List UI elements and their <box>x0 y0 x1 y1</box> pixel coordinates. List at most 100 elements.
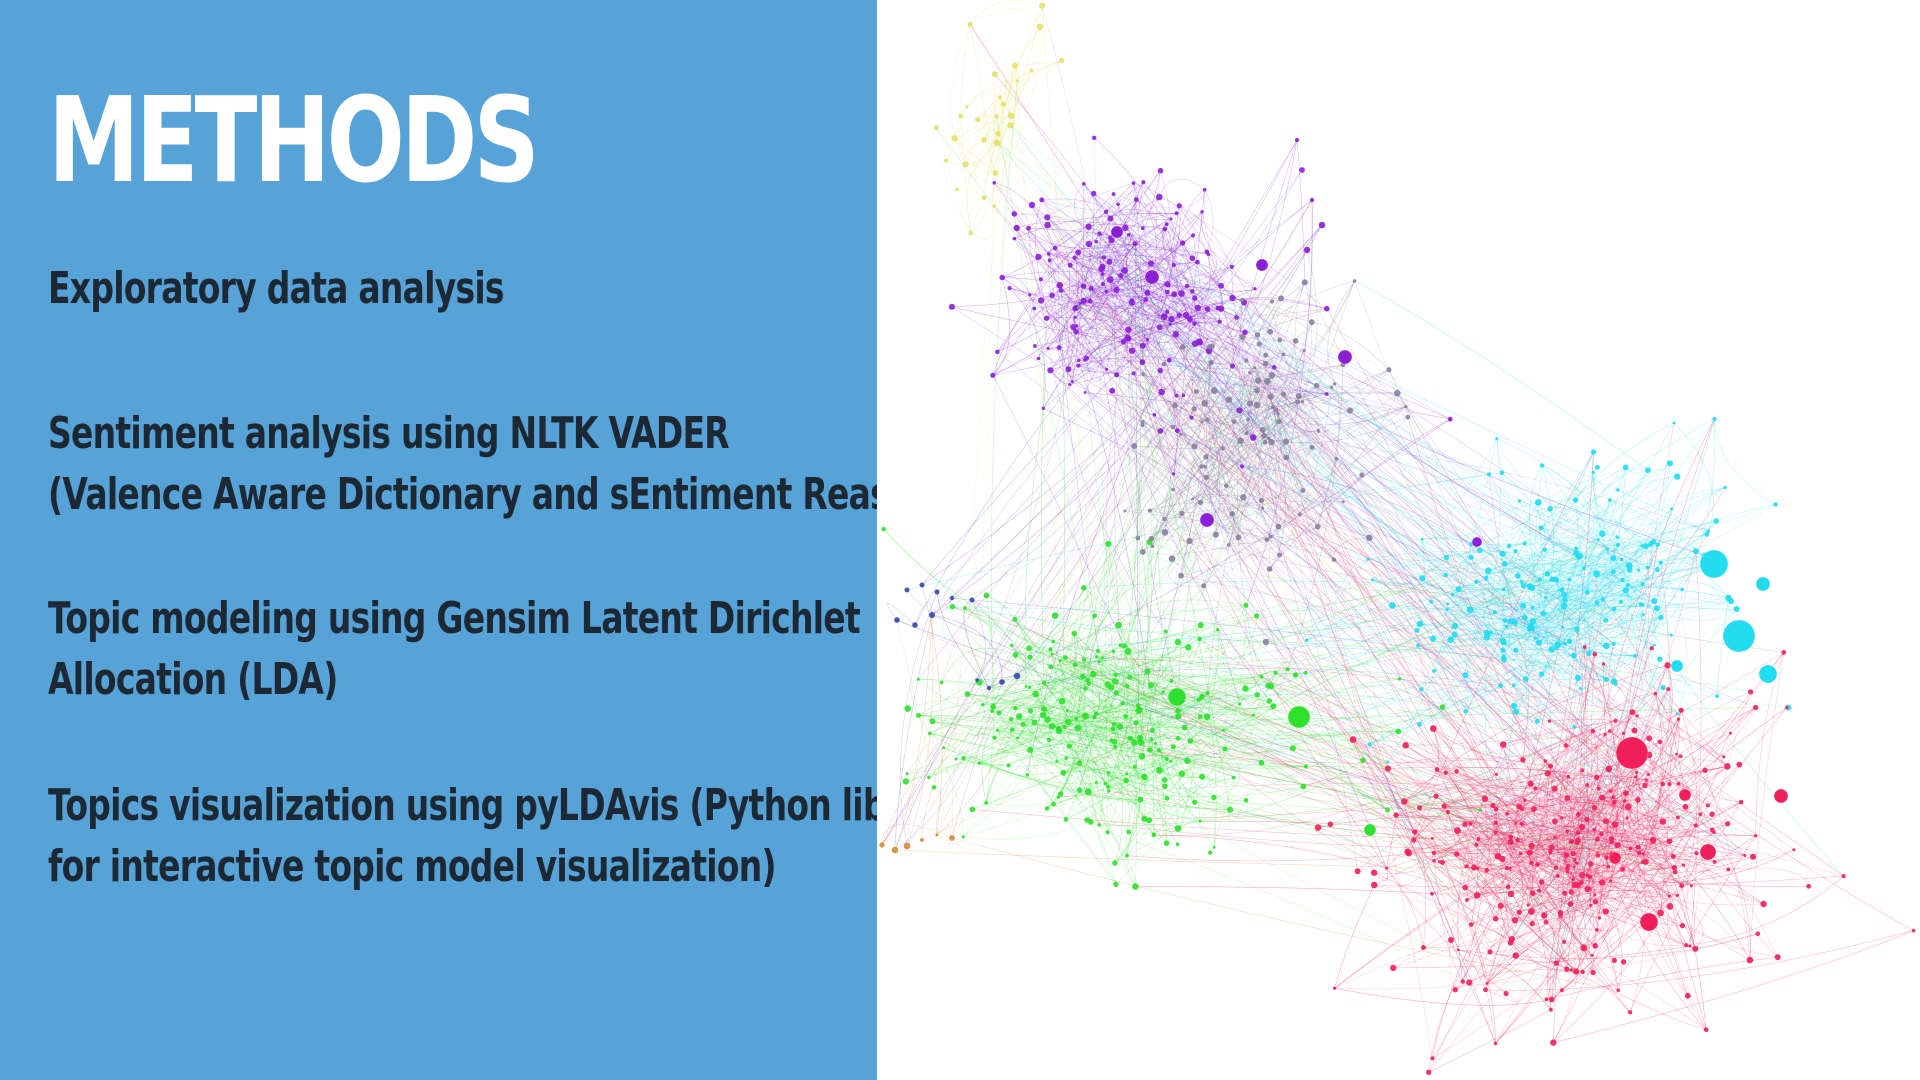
network-node <box>1463 709 1468 714</box>
network-node <box>1268 534 1273 539</box>
network-node <box>1911 928 1916 933</box>
network-node <box>1516 803 1522 810</box>
network-node <box>1316 429 1321 433</box>
network-hub-node <box>1337 349 1353 365</box>
network-node <box>1063 655 1068 660</box>
network-node <box>1058 57 1065 64</box>
network-node <box>1007 112 1015 119</box>
bullet-line: Topics visualization using pyLDAvis (Pyt… <box>48 780 960 831</box>
network-node <box>1327 821 1334 828</box>
network-node <box>1462 672 1469 679</box>
network-node <box>1200 210 1204 214</box>
network-node <box>1131 443 1138 449</box>
network-node <box>1111 738 1118 745</box>
bullet-topic-modeling: Topic modeling using Gensim Latent Diric… <box>48 588 861 710</box>
network-node <box>1682 803 1689 810</box>
network-node <box>1781 650 1787 655</box>
network-node <box>1304 764 1308 769</box>
network-hub-node <box>1144 269 1160 285</box>
network-node <box>1094 239 1098 244</box>
network-node <box>1349 736 1357 743</box>
network-hub-node <box>1699 843 1717 861</box>
network-node <box>1622 587 1629 594</box>
network-node <box>1168 555 1176 562</box>
network-node <box>1125 326 1132 333</box>
network-node <box>1385 866 1389 870</box>
network-node <box>1236 407 1243 414</box>
network-node <box>1205 347 1213 355</box>
network-node <box>1507 939 1514 946</box>
network-node <box>1748 689 1754 695</box>
network-node <box>1105 830 1110 835</box>
network-node <box>1638 602 1643 606</box>
network-node <box>1146 817 1153 824</box>
bullet-line: (Valence Aware Dictionary and sEntiment … <box>48 469 986 520</box>
network-node <box>1170 424 1176 430</box>
network-node <box>1128 299 1135 306</box>
network-node <box>1473 892 1481 899</box>
network-node <box>998 95 1002 100</box>
network-node <box>1274 407 1279 413</box>
network-node <box>1270 405 1276 410</box>
network-node <box>1174 393 1179 398</box>
network-node <box>1670 507 1674 511</box>
network-node <box>1511 683 1516 688</box>
network-node <box>905 772 909 776</box>
network-node <box>1667 782 1672 787</box>
network-node <box>1615 535 1620 539</box>
network-node <box>1113 881 1119 887</box>
network-node <box>1281 391 1287 397</box>
network-node <box>1616 488 1620 492</box>
network-node <box>1046 252 1051 256</box>
network-node <box>933 125 939 131</box>
network-node <box>1058 288 1064 293</box>
network-node <box>951 135 958 142</box>
network-node <box>1611 795 1616 800</box>
network-hub-node <box>1755 576 1771 592</box>
network-node <box>1031 719 1038 726</box>
network-node <box>994 114 999 119</box>
network-node <box>1076 363 1081 368</box>
network-node <box>1132 241 1138 247</box>
network-node <box>1359 472 1365 478</box>
network-node <box>1261 506 1265 510</box>
network-node <box>1753 704 1759 711</box>
network-hub-node <box>1167 687 1187 707</box>
network-node <box>1420 945 1426 950</box>
network-node <box>1649 646 1654 651</box>
network-node <box>1538 525 1544 531</box>
network-node <box>1244 431 1249 436</box>
network-node <box>1610 569 1616 575</box>
network-node <box>1246 400 1254 407</box>
network-node <box>1072 255 1077 260</box>
network-node <box>1434 767 1440 772</box>
network-node <box>1013 706 1018 711</box>
network-node <box>1490 802 1496 809</box>
network-node <box>1743 854 1747 857</box>
network-node <box>1301 279 1308 286</box>
network-node <box>1147 747 1153 753</box>
network-node <box>1178 572 1184 579</box>
network-node <box>1580 969 1585 974</box>
network-node <box>1447 636 1455 643</box>
network-node <box>1176 203 1182 209</box>
network-node <box>1590 969 1596 976</box>
network-node <box>1151 832 1157 838</box>
network-node <box>1522 541 1527 546</box>
network-node <box>1523 798 1527 802</box>
network-node <box>1145 337 1149 341</box>
network-node <box>1272 365 1277 370</box>
network-node <box>1573 549 1580 557</box>
network-node <box>1526 903 1530 907</box>
network-node <box>1660 781 1666 787</box>
network-node <box>1505 884 1511 890</box>
network-node <box>1016 79 1019 83</box>
network-node <box>1660 684 1666 691</box>
network-node <box>1182 311 1190 319</box>
network-node <box>1570 652 1577 659</box>
network-node <box>1611 641 1616 646</box>
network-node <box>1140 549 1146 555</box>
bullet-sentiment-analysis: Sentiment analysis using NLTK VADER (Val… <box>48 403 986 525</box>
network-node <box>1150 544 1155 548</box>
network-node <box>995 130 1001 137</box>
